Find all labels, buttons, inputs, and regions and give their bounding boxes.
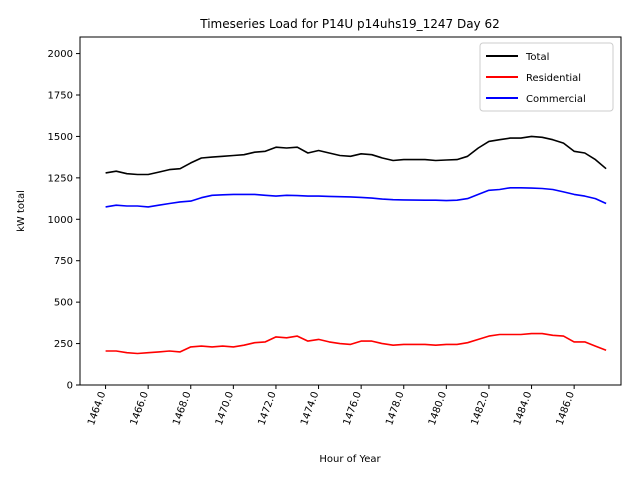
x-tick-label: 1470.0	[214, 390, 236, 427]
series-line-commercial	[105, 187, 607, 208]
y-tick-label: 1250	[48, 173, 73, 184]
y-axis-label: kW total	[16, 190, 27, 232]
x-tick-label: 1474.0	[299, 390, 321, 427]
y-axis-ticks: 0 250 500 750 1000 1250 1500 1750 2000	[48, 49, 80, 392]
y-tick-label: 0	[67, 381, 73, 392]
x-tick-label: 1472.0	[256, 390, 278, 427]
y-tick-label: 500	[54, 298, 73, 309]
x-tick-label: 1464.0	[86, 390, 108, 427]
chart-title: Timeseries Load for P14U p14uhs19_1247 D…	[199, 17, 500, 31]
x-tick-label: 1476.0	[342, 390, 364, 427]
legend: Total Residential Commercial	[479, 42, 614, 112]
y-tick-label: 1750	[48, 91, 73, 102]
plot-frame	[79, 36, 622, 386]
x-tick-label: 1486.0	[555, 390, 577, 427]
x-tick-label: 1466.0	[129, 390, 151, 427]
series-layer	[105, 135, 607, 355]
x-tick-label: 1478.0	[384, 390, 406, 427]
y-tick-label: 1000	[48, 215, 73, 226]
x-tick-label: 1480.0	[427, 390, 449, 427]
x-tick-label: 1482.0	[469, 390, 491, 427]
legend-box	[479, 42, 614, 112]
series-line-residential	[105, 332, 607, 355]
legend-label-residential: Residential	[526, 73, 581, 84]
x-axis-ticks: 1464.0 1466.0 1468.0 1470.0 1472.0 1474.0 1476…	[86, 385, 577, 427]
y-tick-label: 2000	[48, 49, 73, 60]
x-tick-label: 1484.0	[512, 390, 534, 427]
y-tick-label: 1500	[48, 132, 73, 143]
y-tick-label: 250	[54, 339, 73, 350]
series-line-total	[105, 135, 607, 176]
legend-label-total: Total	[525, 52, 549, 63]
y-tick-label: 750	[54, 256, 73, 267]
x-axis-label: Hour of Year	[319, 454, 381, 465]
x-tick-label: 1468.0	[171, 390, 193, 427]
legend-label-commercial: Commercial	[526, 94, 586, 105]
